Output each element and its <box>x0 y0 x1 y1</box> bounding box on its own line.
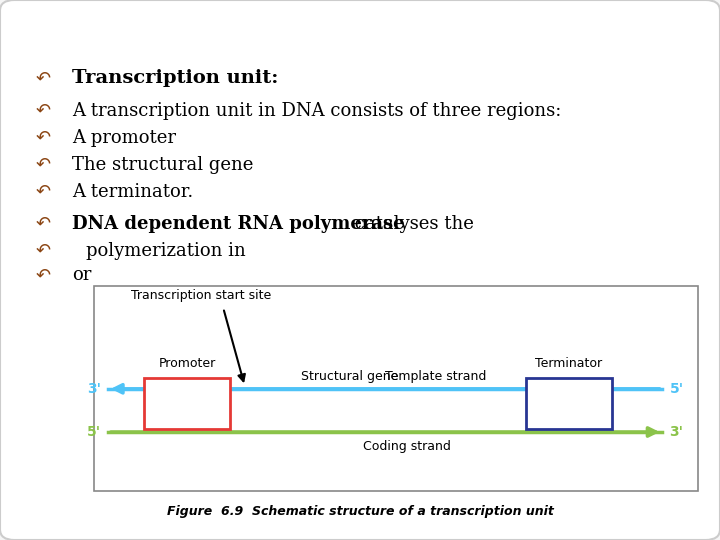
Text: ↶: ↶ <box>35 102 51 120</box>
Text: ↶: ↶ <box>35 129 51 147</box>
Text: Transcription unit:: Transcription unit: <box>72 69 279 87</box>
Text: A promoter: A promoter <box>72 129 176 147</box>
Text: catalyses the: catalyses the <box>349 215 474 233</box>
Text: ↶: ↶ <box>35 69 51 87</box>
Text: Figure  6.9  Schematic structure of a transcription unit: Figure 6.9 Schematic structure of a tran… <box>166 505 554 518</box>
Text: Transcription start site: Transcription start site <box>132 289 271 302</box>
Text: ↶: ↶ <box>35 242 51 260</box>
Text: The structural gene: The structural gene <box>72 156 253 174</box>
Text: Template strand: Template strand <box>385 370 486 383</box>
Bar <box>144 378 230 429</box>
Text: ↶: ↶ <box>35 156 51 174</box>
Bar <box>526 378 612 429</box>
Text: polymerization in: polymerization in <box>86 242 246 260</box>
Text: Structural gene: Structural gene <box>300 370 398 383</box>
Text: Terminator: Terminator <box>535 357 603 370</box>
Text: or: or <box>72 266 91 285</box>
Text: ↶: ↶ <box>35 183 51 201</box>
Text: DNA dependent RNA polymerase: DNA dependent RNA polymerase <box>72 215 405 233</box>
Text: 3': 3' <box>87 382 101 396</box>
Text: 3': 3' <box>670 425 683 439</box>
Bar <box>94 286 698 491</box>
Text: Coding strand: Coding strand <box>363 440 451 453</box>
Text: A transcription unit in DNA consists of three regions:: A transcription unit in DNA consists of … <box>72 102 562 120</box>
Text: 5': 5' <box>86 425 101 439</box>
Text: 5': 5' <box>670 382 684 396</box>
Text: ↶: ↶ <box>35 266 51 285</box>
Text: Promoter: Promoter <box>158 357 216 370</box>
Text: ↶: ↶ <box>35 215 51 233</box>
Text: A terminator.: A terminator. <box>72 183 193 201</box>
